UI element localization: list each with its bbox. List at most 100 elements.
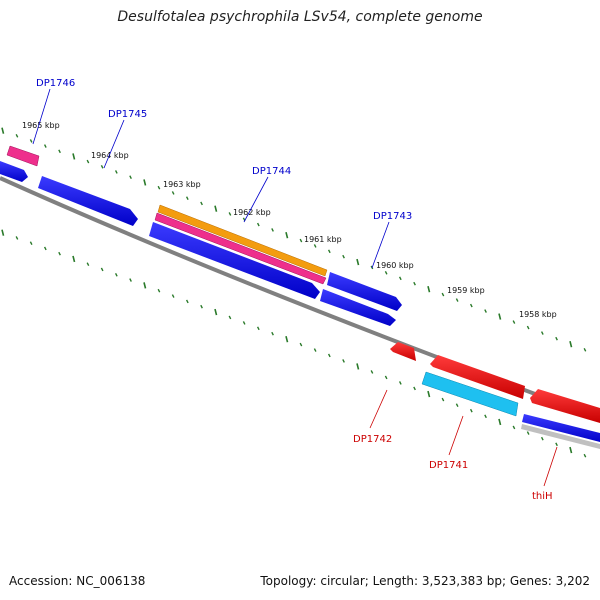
minor-tick: [455, 403, 459, 407]
gene-dp1742-arrow[interactable]: [390, 342, 416, 361]
gene-dp1744-blue[interactable]: [149, 222, 320, 299]
gene-arrow-blue-mid[interactable]: [320, 289, 396, 326]
reverse-genes: [390, 342, 600, 449]
minor-tick: [157, 288, 161, 293]
minor-tick: [398, 276, 402, 281]
gene-label-dp1743[interactable]: DP1743: [373, 211, 412, 222]
minor-tick: [384, 375, 388, 380]
minor-tick: [171, 294, 175, 298]
kbp-label: 1964 kbp: [91, 151, 129, 160]
major-tick: [1, 229, 5, 236]
minor-tick: [413, 386, 416, 391]
minor-tick: [469, 408, 473, 413]
major-tick: [569, 446, 573, 454]
minor-tick: [271, 331, 274, 336]
minor-tick: [583, 453, 587, 458]
minor-tick: [342, 359, 345, 363]
gene-dp1741-cyan[interactable]: [421, 371, 519, 417]
minor-tick: [43, 144, 47, 148]
minor-tick: [200, 304, 203, 309]
major-tick: [285, 335, 289, 343]
minor-tick: [114, 170, 118, 174]
minor-tick: [484, 309, 487, 313]
minor-tick: [185, 299, 189, 304]
minor-tick: [583, 347, 587, 352]
minor-tick: [342, 254, 345, 259]
minor-tick: [58, 149, 61, 154]
minor-tick: [100, 164, 104, 169]
minor-tick: [228, 315, 232, 320]
gene-labels: DP1746 DP1745 DP1744 DP1743 DP1742 DP174…: [36, 78, 553, 502]
minor-tick: [100, 267, 104, 272]
minor-tick: [228, 212, 232, 216]
minor-tick: [242, 321, 246, 325]
minor-tick: [43, 246, 47, 251]
minor-tick: [185, 196, 189, 200]
minor-tick: [171, 191, 175, 195]
minor-tick: [86, 159, 90, 164]
gene-dp1744-orange[interactable]: [157, 204, 328, 277]
minor-tick: [29, 241, 33, 245]
major-tick: [498, 313, 502, 320]
gene-dp1741-red[interactable]: [430, 355, 525, 399]
gene-dp1745-arrow[interactable]: [38, 176, 138, 226]
major-tick: [427, 390, 431, 398]
gene-label-thih[interactable]: thiH: [532, 491, 553, 502]
gene-label-dp1742[interactable]: DP1742: [353, 434, 392, 445]
forward-genes: [0, 145, 402, 326]
minor-tick: [555, 336, 558, 341]
major-tick: [427, 285, 431, 293]
minor-tick: [299, 342, 303, 347]
minor-tick: [512, 425, 516, 430]
minor-tick: [129, 278, 132, 282]
major-tick: [356, 258, 360, 266]
minor-tick: [200, 201, 203, 206]
minor-tick: [129, 175, 132, 180]
gene-dp1743-arrow[interactable]: [327, 272, 402, 311]
gene-label-dp1741[interactable]: DP1741: [429, 460, 468, 471]
gene-dp1746-arrow[interactable]: [6, 145, 40, 167]
minor-tick: [526, 325, 530, 330]
minor-tick: [256, 326, 260, 331]
gene-label-dp1746[interactable]: DP1746: [36, 78, 75, 89]
kbp-label: 1961 kbp: [304, 235, 342, 244]
minor-tick: [327, 353, 331, 358]
gene-label-dp1745[interactable]: DP1745: [108, 109, 147, 120]
gene-thih-blue[interactable]: [522, 414, 600, 442]
major-tick: [356, 363, 360, 370]
label-leaders: [32, 88, 558, 487]
minor-tick: [15, 134, 19, 138]
minor-tick: [58, 251, 61, 256]
minor-tick: [299, 238, 303, 243]
minor-tick: [15, 236, 19, 240]
minor-tick: [29, 139, 33, 143]
gene-dp1744-pink[interactable]: [154, 212, 327, 285]
gene-thih-gray[interactable]: [521, 424, 600, 449]
minor-tick: [441, 397, 445, 402]
kbp-label: 1962 kbp: [233, 208, 271, 217]
minor-tick: [526, 431, 530, 435]
map-title: Desulfotalea psychrophila LSv54, complet…: [117, 9, 483, 25]
minor-tick: [256, 222, 260, 227]
kbp-label: 1960 kbp: [376, 261, 414, 270]
minor-tick: [484, 414, 487, 419]
inner-tick-track: [1, 229, 587, 458]
major-tick: [285, 232, 289, 239]
kbp-label: 1958 kbp: [519, 310, 557, 319]
minor-tick: [455, 298, 459, 302]
kbp-label: 1959 kbp: [447, 286, 485, 295]
major-tick: [143, 179, 147, 186]
minor-tick: [313, 244, 317, 248]
minor-tick: [384, 271, 388, 275]
minor-tick: [114, 272, 118, 277]
minor-tick: [398, 381, 402, 385]
major-tick: [72, 255, 76, 263]
gene-thih-red[interactable]: [530, 389, 600, 423]
gene-label-dp1744[interactable]: DP1744: [252, 166, 291, 177]
kbp-labels: 1965 kbp 1964 kbp 1963 kbp 1962 kbp 1961…: [22, 121, 557, 319]
major-tick: [569, 341, 573, 348]
minor-tick: [469, 303, 473, 308]
gene-arrow-blue-left[interactable]: [0, 161, 28, 182]
minor-tick: [512, 320, 516, 324]
